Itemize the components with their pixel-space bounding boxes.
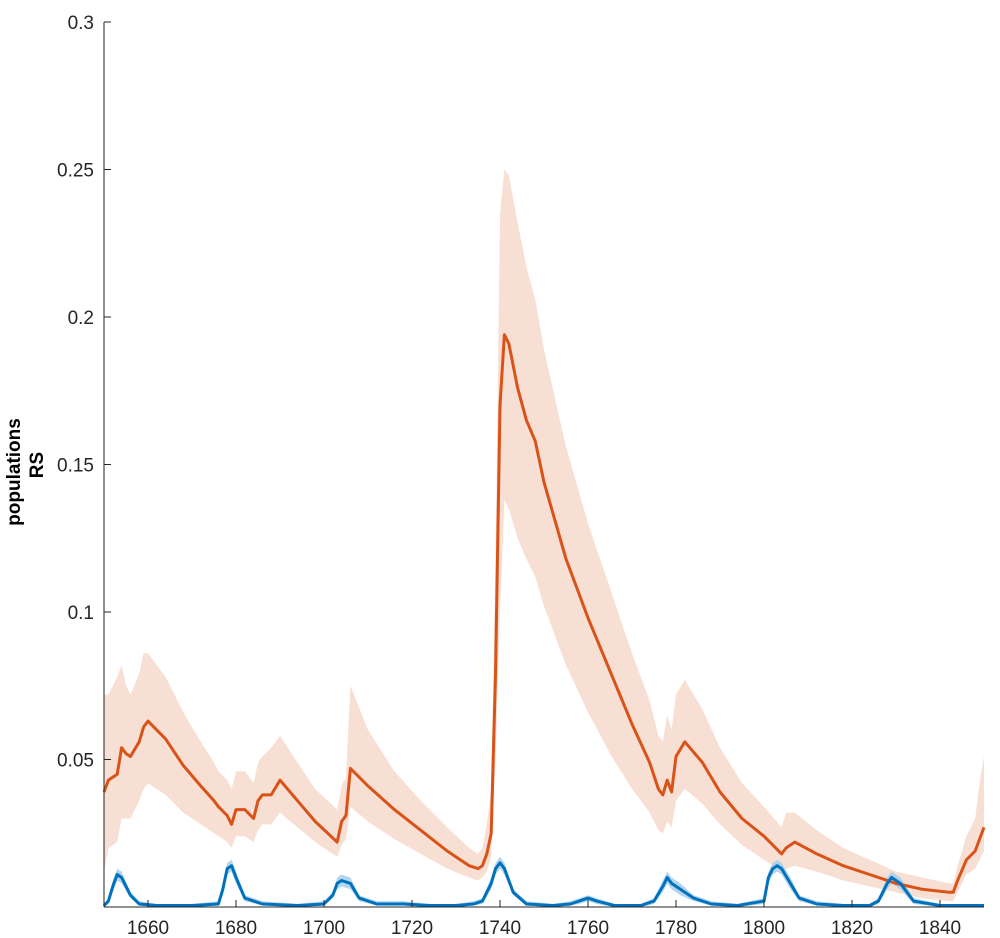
y-tick-label: 0.1 — [68, 603, 94, 624]
y-axis-label-line2: RS — [27, 452, 48, 478]
x-tick-label: 1740 — [479, 918, 521, 938]
y-tick-label: 0.05 — [57, 751, 94, 772]
y-tick-label: 0.3 — [68, 13, 94, 34]
series-1-band — [104, 169, 984, 902]
x-tick-label: 1680 — [215, 918, 257, 938]
y-axis-label-line1: populations — [4, 418, 25, 526]
x-tick-label: 1660 — [127, 918, 169, 938]
x-tick-label: 1840 — [919, 918, 961, 938]
x-tick-label: 1760 — [567, 918, 609, 938]
x-ticks: 1660 1680 1700 1720 1740 1760 1780 1800 1820 1840 — [127, 900, 961, 938]
x-tick-label: 1700 — [303, 918, 345, 938]
series-1-line — [102, 333, 986, 894]
confidence-bands — [104, 169, 984, 907]
x-tick-label: 1800 — [743, 918, 785, 938]
y-tick-label: 0.2 — [68, 308, 94, 329]
y-ticks: 0.05 0.1 0.15 0.2 0.25 0.3 — [57, 13, 111, 772]
x-tick-label: 1720 — [391, 918, 433, 938]
series-lines — [102, 333, 986, 907]
x-tick-label: 1780 — [655, 918, 697, 938]
series-2-line — [102, 861, 984, 907]
x-tick-label: 1820 — [831, 918, 873, 938]
y-tick-label: 0.25 — [57, 161, 94, 182]
y-tick-label: 0.15 — [57, 456, 94, 477]
